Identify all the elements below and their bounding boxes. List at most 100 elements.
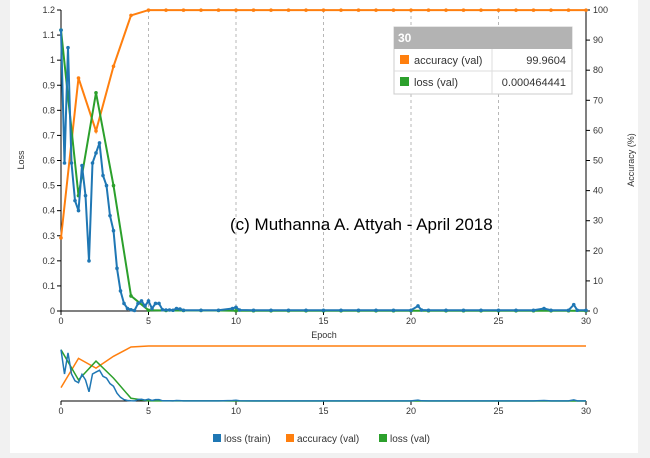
overview-series[interactable] xyxy=(60,345,586,402)
data-point xyxy=(59,28,63,32)
legend-item-loss-val[interactable]: loss (val) xyxy=(379,434,430,445)
right-tick-label: 60 xyxy=(593,125,603,135)
data-point xyxy=(199,8,203,12)
data-point xyxy=(97,141,102,145)
overview-x-ticks: 0 5 10 15 20 25 30 xyxy=(58,401,591,416)
right-tick-label: 100 xyxy=(593,5,608,15)
data-point xyxy=(251,308,256,313)
data-point xyxy=(339,308,343,313)
data-point xyxy=(286,308,291,313)
y-axis-title: Loss xyxy=(16,150,26,170)
data-point xyxy=(237,308,242,312)
x-tick-label: 30 xyxy=(581,316,591,326)
tooltip-accuracy-value: 99.9604 xyxy=(526,55,566,67)
legend-label-loss-train: loss (train) xyxy=(224,434,271,445)
data-point xyxy=(230,306,235,311)
data-point xyxy=(83,193,88,198)
left-tick-label: 1 xyxy=(50,55,55,65)
data-point xyxy=(531,8,536,12)
data-point xyxy=(118,289,123,293)
data-point xyxy=(181,308,186,313)
data-point xyxy=(69,161,74,165)
data-point xyxy=(542,306,546,311)
legend-item-loss-train[interactable]: loss (train) xyxy=(213,434,271,445)
data-point xyxy=(444,308,448,313)
data-point xyxy=(62,161,67,165)
left-tick-label: 1.2 xyxy=(42,5,55,15)
data-point xyxy=(426,308,431,313)
tooltip-header xyxy=(394,27,572,49)
data-point xyxy=(391,8,396,12)
data-point xyxy=(164,308,168,312)
overview-x-tick-label: 30 xyxy=(581,406,591,416)
legend-swatch-loss-train xyxy=(213,434,221,442)
data-point xyxy=(178,307,182,311)
data-point xyxy=(129,13,133,18)
data-point xyxy=(461,308,466,313)
data-point xyxy=(132,308,137,313)
data-point xyxy=(199,308,203,313)
data-point xyxy=(566,8,571,12)
x-axis-ticks: 0 5 10 15 20 25 30 xyxy=(58,311,591,326)
data-point xyxy=(479,308,483,313)
overview-x-tick-label: 10 xyxy=(231,406,241,416)
data-point xyxy=(549,8,553,12)
data-point xyxy=(146,308,151,313)
overview-x-tick-label: 25 xyxy=(493,406,503,416)
legend: loss (train) accuracy (val) loss (val) xyxy=(213,434,430,445)
data-point xyxy=(129,307,133,312)
data-point xyxy=(571,302,576,307)
data-point xyxy=(549,308,553,313)
data-point xyxy=(251,8,256,12)
left-tick-label: 0.9 xyxy=(42,80,55,90)
data-point xyxy=(391,308,396,313)
overview-x-tick-label: 20 xyxy=(406,406,416,416)
data-point xyxy=(73,198,77,203)
data-point xyxy=(339,8,343,12)
left-tick-label: 0.5 xyxy=(42,181,55,191)
y2-axis-title: Accuracy (%) xyxy=(626,133,636,187)
x-tick-label: 10 xyxy=(231,316,241,326)
data-point xyxy=(136,301,140,306)
data-point xyxy=(146,8,151,12)
data-point xyxy=(101,173,105,178)
legend-swatch-accuracy-val xyxy=(286,434,294,442)
data-point xyxy=(409,308,413,313)
left-tick-label: 0.6 xyxy=(42,156,55,166)
data-point xyxy=(356,308,361,313)
right-tick-label: 70 xyxy=(593,95,603,105)
main-series[interactable] xyxy=(59,8,588,313)
data-point xyxy=(269,8,273,12)
data-point xyxy=(153,301,158,306)
right-tick-label: 40 xyxy=(593,186,603,196)
data-point xyxy=(157,301,161,306)
data-point xyxy=(167,308,172,312)
data-point xyxy=(76,208,81,213)
left-y-axis-ticks: 0 0.1 0.2 0.3 0.4 0.5 0.6 0.7 0.8 0.9 1 1.1 1.2 xyxy=(42,5,61,316)
data-point xyxy=(584,308,588,313)
data-point xyxy=(171,308,175,313)
overview-x-tick-label: 0 xyxy=(58,406,63,416)
data-point xyxy=(566,308,571,313)
data-point xyxy=(108,213,112,218)
right-tick-label: 80 xyxy=(593,65,603,75)
data-point xyxy=(59,236,63,240)
legend-item-accuracy-val[interactable]: accuracy (val) xyxy=(286,434,359,445)
data-point xyxy=(104,183,109,188)
data-point xyxy=(111,183,116,188)
legend-label-accuracy-val: accuracy (val) xyxy=(297,434,359,445)
data-point xyxy=(80,163,84,168)
tooltip-loss-swatch xyxy=(400,77,409,86)
chart-panel: 0 0.1 0.2 0.3 0.4 0.5 0.6 0.7 0.8 0.9 1 1.1 1.2 0 10 2… xyxy=(10,0,638,453)
data-point xyxy=(234,8,238,12)
data-point xyxy=(94,129,98,133)
x-tick-label: 25 xyxy=(493,316,503,326)
data-point xyxy=(304,308,308,313)
right-tick-label: 0 xyxy=(593,306,598,316)
data-point xyxy=(321,308,326,313)
data-point xyxy=(139,299,144,303)
tooltip-loss-label: loss (val) xyxy=(414,77,458,89)
tooltip-loss-value: 0.000464441 xyxy=(502,77,566,89)
left-tick-label: 0.2 xyxy=(42,256,55,266)
training-chart: 0 0.1 0.2 0.3 0.4 0.5 0.6 0.7 0.8 0.9 1 1.1 1.2 0 10 2… xyxy=(16,5,636,445)
